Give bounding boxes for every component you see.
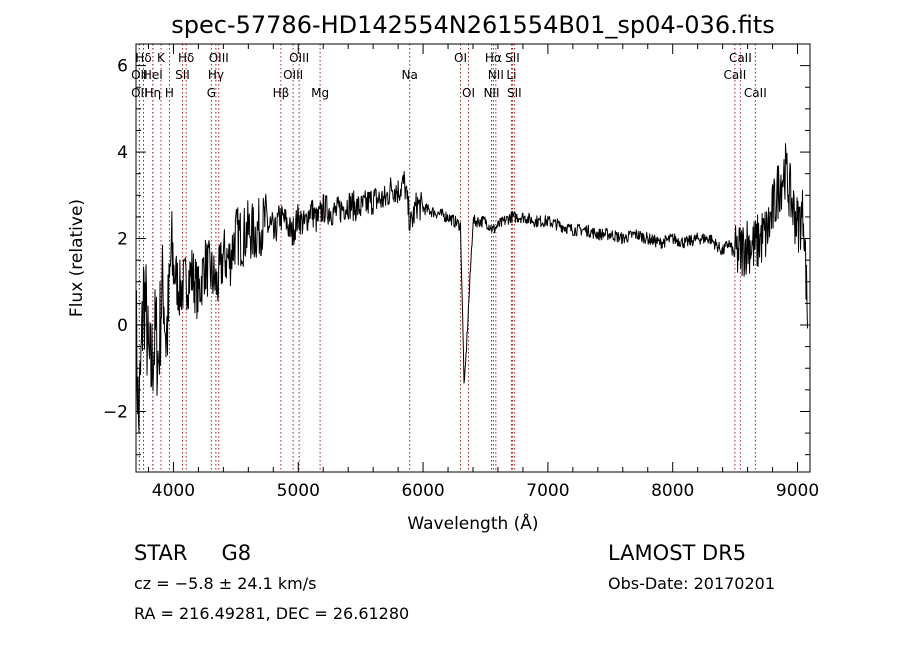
x-axis-ticks: 4000 5000 6000 7000 8000 9000 bbox=[147, 44, 819, 501]
spectral-line-label: Li bbox=[506, 68, 516, 82]
spectral-line-label: Hη bbox=[145, 86, 162, 100]
spectral-line-label: Hγ bbox=[208, 68, 224, 82]
x-tick-label: 6000 bbox=[401, 481, 444, 501]
spectral-line-label: SII bbox=[507, 86, 522, 100]
spectral-line-label: OI bbox=[462, 86, 475, 100]
spectral-line-label: CaII bbox=[744, 86, 767, 100]
y-tick-label: 4 bbox=[117, 143, 128, 163]
y-axis-ticks: −2 0 2 4 6 bbox=[103, 43, 810, 456]
spectral-line-label: OII bbox=[131, 86, 148, 100]
redshift-text: cz = −5.8 ± 24.1 km/s bbox=[134, 574, 317, 593]
spectral-line-label: Hδ bbox=[135, 51, 151, 65]
spectrum-line bbox=[135, 143, 808, 433]
spectral-line-label: G bbox=[207, 86, 216, 100]
spectral-line-label: OIII bbox=[283, 68, 303, 82]
x-tick-label: 9000 bbox=[776, 481, 819, 501]
spectral-line-label: OII bbox=[131, 68, 148, 82]
spectral-line-label: Hα bbox=[485, 51, 502, 65]
y-tick-label: 0 bbox=[117, 316, 128, 336]
spectral-line-label: CaII bbox=[723, 68, 746, 82]
classification-line: STAR G8 bbox=[134, 541, 251, 565]
spectral-line-label: SII bbox=[175, 68, 190, 82]
spectral-line-label: OIII bbox=[209, 51, 229, 65]
spectral-line-label: OIII bbox=[289, 51, 309, 65]
spectral-line-label: CaII bbox=[729, 51, 752, 65]
x-tick-label: 5000 bbox=[277, 481, 320, 501]
chart-title: spec-57786-HD142554N261554B01_sp04-036.f… bbox=[171, 11, 775, 39]
spectral-line-label: K bbox=[157, 51, 166, 65]
spectral-line-label: HeI bbox=[143, 68, 163, 82]
observation-date: Obs-Date: 20170201 bbox=[608, 574, 776, 593]
y-tick-label: 6 bbox=[117, 57, 128, 77]
spectral-line-label: Na bbox=[402, 68, 418, 82]
spectral-line-label: NII bbox=[483, 86, 499, 100]
y-tick-label: −2 bbox=[103, 402, 128, 422]
spectral-line-label: Hδ bbox=[178, 51, 194, 65]
y-axis-label: Flux (relative) bbox=[67, 199, 87, 317]
coordinates-text: RA = 216.49281, DEC = 26.61280 bbox=[134, 604, 410, 623]
object-class: STAR bbox=[134, 541, 188, 565]
spectrum-series bbox=[135, 143, 808, 433]
y-tick-label: 2 bbox=[117, 230, 128, 250]
x-axis-label: Wavelength (Å) bbox=[407, 512, 538, 534]
spectral-line-label: H bbox=[165, 86, 174, 100]
plot-frame bbox=[135, 43, 811, 473]
spectral-line-label: NII bbox=[488, 68, 504, 82]
survey-name: LAMOST DR5 bbox=[608, 541, 747, 565]
spectral-line-label: SII bbox=[505, 51, 520, 65]
spectral-line-label: OI bbox=[454, 51, 467, 65]
x-tick-label: 8000 bbox=[651, 481, 694, 501]
spectral-line-label: Mg bbox=[311, 86, 329, 100]
spectral-line-label: Hβ bbox=[273, 86, 290, 100]
x-tick-label: 7000 bbox=[526, 481, 569, 501]
x-tick-label: 4000 bbox=[152, 481, 195, 501]
spectral-subclass: G8 bbox=[221, 541, 252, 565]
